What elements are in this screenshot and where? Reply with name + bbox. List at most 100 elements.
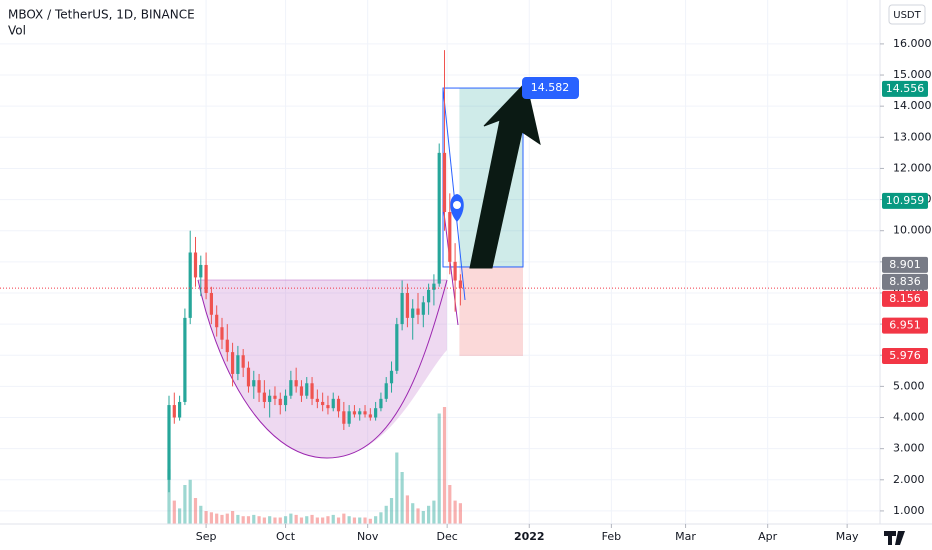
candle-body bbox=[230, 352, 235, 374]
volume-bar bbox=[299, 517, 304, 524]
chart-title: MBOX / TetherUS, 1D, BINANCE bbox=[8, 8, 195, 22]
x-tick-label: 2022 bbox=[514, 530, 545, 543]
volume-bar bbox=[283, 516, 288, 524]
candle-body bbox=[172, 405, 176, 418]
volume-bar bbox=[236, 514, 240, 524]
price-label: 5.976 bbox=[889, 349, 921, 362]
currency-box[interactable] bbox=[888, 4, 926, 25]
candle-body bbox=[405, 292, 410, 318]
y-tick-label: 2.000 bbox=[893, 473, 925, 486]
volume-label: Vol bbox=[8, 24, 26, 38]
candle-body bbox=[283, 395, 288, 406]
logo bbox=[884, 531, 905, 545]
candle-body bbox=[252, 380, 256, 387]
volume-bar bbox=[188, 479, 192, 524]
time-axis: Sep Oct Nov Dec 2022 Feb Mar Apr May bbox=[196, 524, 859, 543]
candle-body bbox=[411, 308, 415, 318]
candle-body bbox=[321, 401, 325, 406]
candle-body bbox=[278, 398, 282, 406]
x-tick-label: Oct bbox=[276, 530, 296, 543]
volume-bar bbox=[193, 498, 198, 524]
volume-bar bbox=[220, 514, 224, 524]
y-tick-label: 15.000 bbox=[893, 68, 932, 81]
volume-bar bbox=[336, 517, 341, 524]
price-label-box bbox=[882, 256, 928, 273]
candles bbox=[167, 50, 462, 493]
x-tick-label: May bbox=[836, 530, 859, 543]
logo-mark bbox=[884, 531, 905, 545]
volume-bar bbox=[246, 516, 251, 524]
candle-body bbox=[246, 367, 251, 387]
cup-region bbox=[198, 280, 447, 458]
candle-body bbox=[384, 383, 388, 399]
volume-bar bbox=[294, 514, 298, 524]
candle-body bbox=[336, 398, 341, 412]
volume-bar bbox=[427, 505, 431, 524]
volume-bar bbox=[252, 514, 256, 524]
marker-pin-dot bbox=[453, 201, 461, 209]
y-tick-label: 16.000 bbox=[893, 37, 932, 50]
volume-bar bbox=[215, 513, 219, 524]
volume-bar bbox=[257, 516, 261, 524]
candle-body bbox=[358, 411, 362, 415]
candle-body bbox=[421, 302, 425, 315]
volume-bar bbox=[172, 500, 176, 524]
candle-body bbox=[299, 386, 304, 396]
candle-body bbox=[310, 383, 314, 399]
volume-bar bbox=[321, 517, 325, 524]
candle-body bbox=[199, 264, 203, 278]
candle-body bbox=[458, 280, 462, 289]
currency[interactable]: USDT bbox=[893, 10, 921, 21]
target-label: 14.582 bbox=[531, 81, 570, 94]
candle-body bbox=[188, 252, 192, 318]
volume-bar bbox=[167, 469, 171, 524]
candle-body bbox=[448, 212, 452, 262]
stop-zone bbox=[459, 266, 523, 356]
volume-bar bbox=[315, 517, 319, 524]
volume-bar bbox=[204, 511, 208, 524]
volume-bar bbox=[432, 500, 436, 524]
price-label-box bbox=[882, 273, 928, 290]
volume-bar bbox=[374, 516, 378, 524]
candle-body bbox=[193, 252, 198, 278]
y-tick-label: 3.000 bbox=[893, 442, 925, 455]
volume-bar bbox=[326, 516, 330, 524]
y-tick-label: 14.000 bbox=[893, 99, 932, 112]
candle-body bbox=[305, 383, 309, 396]
candle-body bbox=[437, 152, 441, 284]
candle-body bbox=[442, 152, 447, 213]
volume-bar bbox=[358, 517, 362, 524]
price-label: 6.951 bbox=[889, 319, 921, 332]
volume-bar bbox=[363, 517, 367, 524]
arrow bbox=[469, 80, 541, 269]
candle-body bbox=[368, 414, 372, 418]
volume-bar bbox=[183, 485, 187, 524]
target-label-box bbox=[522, 77, 579, 100]
volume-bar bbox=[389, 498, 394, 524]
volume-bar bbox=[411, 503, 415, 524]
cup-curve bbox=[197, 279, 448, 459]
volume-bar bbox=[230, 511, 235, 524]
y-tick-label: 4.000 bbox=[893, 411, 925, 424]
volume-bar bbox=[310, 514, 314, 524]
x-tick-label: Apr bbox=[758, 530, 778, 543]
volume-bar bbox=[268, 516, 272, 524]
candle-body bbox=[363, 411, 367, 415]
price-label-box bbox=[882, 192, 928, 209]
x-tick-label: Feb bbox=[602, 530, 621, 543]
overlay: 14.582 bbox=[0, 77, 880, 289]
candle-body bbox=[268, 395, 272, 402]
candle-body bbox=[241, 355, 245, 368]
y-tick-label: 12.000 bbox=[893, 161, 932, 174]
volume-pane bbox=[167, 407, 462, 524]
candle-body bbox=[331, 398, 335, 409]
candle-body bbox=[427, 289, 431, 303]
candle-body bbox=[273, 395, 277, 399]
candle-body bbox=[379, 398, 383, 409]
volume-bar bbox=[273, 517, 277, 524]
price-axis: 1.0002.0003.0004.0005.0006.0007.0008.000… bbox=[880, 37, 932, 517]
candle-body bbox=[294, 380, 298, 387]
candle-body bbox=[209, 292, 213, 315]
candle-body bbox=[342, 411, 346, 424]
